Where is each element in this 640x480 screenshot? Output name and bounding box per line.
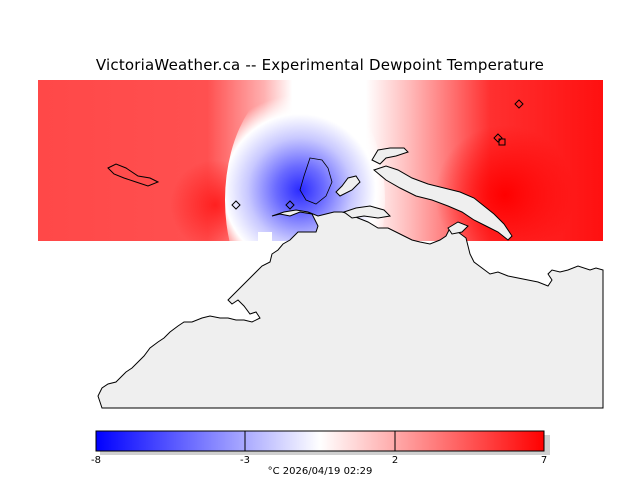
land-island-east: [372, 165, 513, 241]
land-peninsula-north: [335, 175, 361, 197]
station-marker-icon: [514, 99, 524, 109]
colorbar: [95, 430, 550, 455]
colorbar-gradient: [95, 430, 545, 452]
dewpoint-field: [38, 80, 603, 241]
station-marker-icon: [285, 200, 295, 210]
land-mass-mainland: [97, 209, 604, 409]
land-islet-west: [107, 163, 160, 187]
page-title: VictoriaWeather.ca -- Experimental Dewpo…: [95, 56, 545, 74]
land-channel-island: [299, 157, 333, 205]
colorbar-tick-label: -8: [91, 455, 101, 466]
map-markers: [231, 99, 524, 210]
land-island-saanich: [342, 205, 392, 219]
station-marker-icon: [493, 133, 503, 143]
colorbar-tick-label: 2: [391, 455, 399, 466]
station-marker-icon: [231, 200, 241, 210]
colorbar-tick-label: 7: [540, 455, 548, 466]
colorbar-caption: °C 2026/04/19 02:29: [267, 466, 373, 477]
colorbar-tick-label: -3: [240, 455, 250, 466]
station-marker-icon: [498, 138, 506, 146]
land-islet-east-shore: [447, 221, 469, 235]
land-island-northeast: [371, 147, 409, 165]
